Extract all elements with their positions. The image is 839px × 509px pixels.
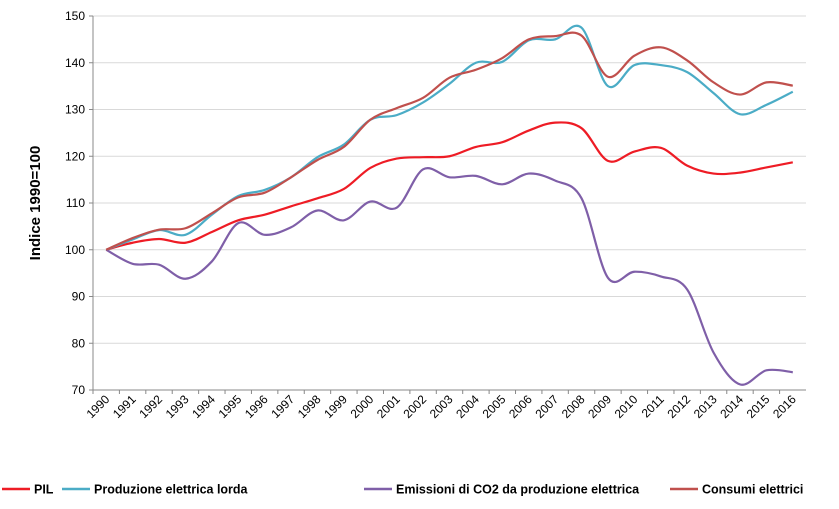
x-tick-label: 2013 — [691, 392, 720, 421]
x-tick-label: 1991 — [110, 392, 139, 421]
x-tick-label: 1996 — [242, 392, 271, 421]
y-tick-label: 80 — [72, 336, 86, 350]
x-tick-label: 1995 — [216, 392, 245, 421]
x-tick-label: 2004 — [453, 392, 482, 421]
y-tick-label: 110 — [66, 196, 85, 210]
x-tick-label: 2009 — [585, 392, 614, 421]
legend-label: PIL — [34, 483, 54, 497]
y-tick-label: 70 — [72, 383, 86, 397]
x-tick-label: 2008 — [559, 392, 588, 421]
y-tick-label: 90 — [72, 290, 86, 304]
x-tick-label: 2010 — [612, 392, 641, 421]
legend-label: Emissioni di CO2 da produzione elettrica — [396, 483, 640, 497]
y-tick-label: 140 — [65, 56, 85, 70]
y-tick-label: 120 — [65, 149, 85, 163]
x-tick-label: 1999 — [321, 392, 350, 421]
x-tick-label: 2001 — [374, 392, 403, 421]
x-tick-label: 1993 — [163, 392, 192, 421]
x-tick-label: 2007 — [532, 392, 561, 421]
x-tick-label: 1992 — [136, 392, 165, 421]
x-tick-label: 2000 — [348, 392, 377, 421]
x-tick-label: 2002 — [400, 392, 429, 421]
x-tick-label: 1998 — [295, 392, 324, 421]
line — [105, 31, 793, 251]
y-tick-label: 150 — [65, 9, 85, 23]
x-tick-label: 2011 — [639, 392, 667, 420]
x-tick-label: 1994 — [189, 392, 218, 421]
legend-label: Consumi elettrici — [702, 483, 803, 497]
line — [105, 167, 793, 386]
y-tick-label: 130 — [65, 103, 85, 117]
x-tick-label: 2003 — [427, 392, 456, 421]
x-tick-label: 2012 — [665, 392, 694, 421]
x-tick-label: 2006 — [506, 392, 535, 421]
x-tick-label: 2016 — [770, 392, 799, 421]
x-tick-label: 1997 — [268, 392, 297, 421]
x-tick-label: 2014 — [717, 392, 746, 421]
line — [105, 121, 794, 251]
y-axis-label: Indice 1990=100 — [27, 146, 44, 261]
y-tick-label: 100 — [65, 243, 85, 257]
x-tick-label: 2005 — [480, 392, 509, 421]
x-tick-label: 2015 — [744, 392, 773, 421]
x-tick-label: 1990 — [84, 392, 113, 421]
legend-label: Produzione elettrica lorda — [94, 483, 249, 497]
